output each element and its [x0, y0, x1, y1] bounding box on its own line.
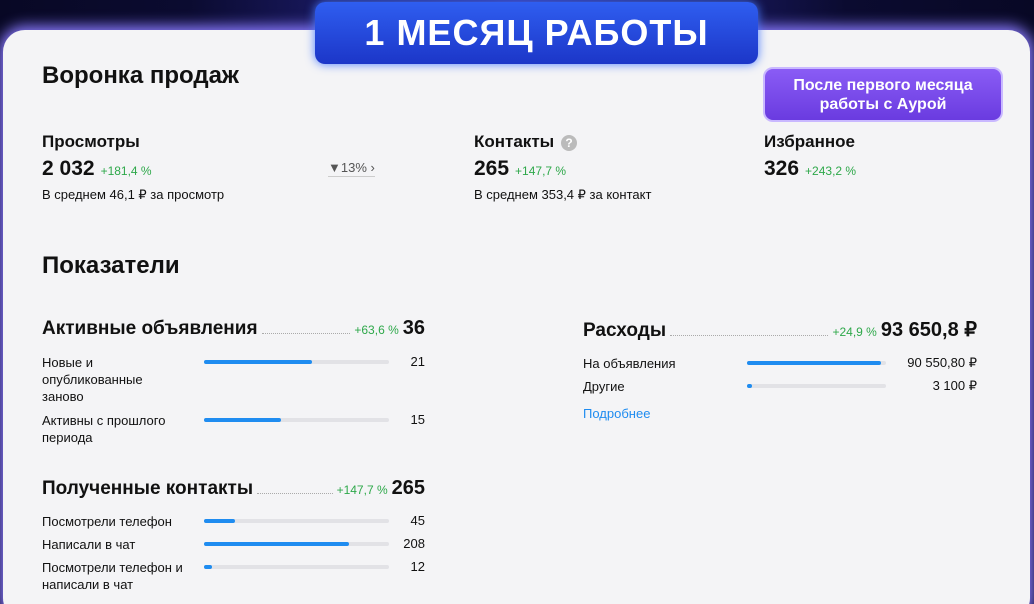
row-label: На объявления — [583, 356, 676, 371]
row-label: Новые и опубликованные заново — [42, 355, 143, 404]
leader — [257, 493, 333, 494]
conversion[interactable]: ▼13% › — [328, 160, 375, 177]
progress-track — [204, 565, 389, 569]
card — [3, 30, 1030, 604]
row-value: 90 550,80 ₽ — [907, 355, 977, 370]
group-change: +147,7 % — [336, 483, 388, 497]
group-header: Полученные контакты +147,7 % 265 — [42, 477, 425, 500]
row-value: 45 — [410, 513, 425, 528]
metric-row: 326 +243,2 % — [764, 157, 856, 181]
group-title: Активные объявления — [42, 318, 258, 339]
details-link[interactable]: Подробнее — [583, 406, 651, 421]
progress-bar — [747, 384, 752, 388]
progress-bar — [204, 565, 213, 569]
section-title: Показатели — [42, 252, 180, 279]
progress-bar — [204, 360, 312, 364]
metric-row: 265 +147,7 % — [474, 157, 566, 181]
progress-track — [204, 360, 389, 364]
metric-change: +181,4 % — [100, 164, 152, 178]
metric-row: 2 032 +181,4 % — [42, 157, 152, 181]
metric-note: В среднем 46,1 ₽ за просмотр — [42, 187, 225, 202]
group-change: +24,9 % — [832, 325, 877, 339]
metric-label: Контакты — [474, 132, 555, 151]
group-title: Расходы — [583, 320, 667, 341]
banner: 1 МЕСЯЦ РАБОТЫ — [315, 2, 758, 64]
help-icon: ? — [561, 135, 577, 151]
progress-track — [204, 418, 389, 422]
group-title: Полученные контакты — [42, 478, 254, 499]
row-label: Другие — [583, 379, 625, 394]
button-line: После первого месяца — [793, 76, 973, 94]
row-value: 12 — [410, 559, 425, 574]
row-value: 208 — [403, 536, 425, 551]
progress-bar — [747, 361, 882, 365]
leader — [670, 335, 829, 336]
progress-track — [747, 361, 886, 365]
group-total: 36 — [402, 317, 425, 339]
group-change: +63,6 % — [354, 323, 399, 337]
progress-track — [204, 542, 389, 546]
row-value: 3 100 ₽ — [932, 378, 977, 393]
group-header: Активные объявления +63,6 % 36 — [42, 317, 425, 340]
progress-bar — [204, 418, 282, 422]
group-total: 93 650,8 ₽ — [880, 319, 977, 341]
row-label: Посмотрели телефон — [42, 514, 172, 529]
group-total: 265 — [391, 477, 425, 499]
progress-track — [747, 384, 886, 388]
leader — [261, 333, 351, 334]
group-header: Расходы +24,9 % 93 650,8 ₽ — [583, 317, 977, 342]
conversion-value: 13% — [340, 160, 367, 175]
metric-value: 2 032 — [42, 157, 95, 180]
metric-note: В среднем 353,4 ₽ за контакт — [474, 187, 652, 202]
row-label: Написали в чат — [42, 537, 136, 552]
row-label: Активны с прошлого периода — [42, 413, 166, 445]
progress-bar — [204, 519, 236, 523]
metric-label: Просмотры — [42, 132, 140, 151]
metric-change: +243,2 % — [805, 164, 857, 178]
metric-change: +147,7 % — [515, 164, 567, 178]
row-value: 15 — [410, 412, 425, 427]
section-title: Воронка продаж — [42, 62, 239, 89]
progress-bar — [204, 542, 350, 546]
metric-label: Избранное — [764, 132, 855, 151]
row-value: 21 — [410, 354, 425, 369]
progress-track — [204, 519, 389, 523]
button[interactable]: После первого месяца работы с Аурой — [763, 67, 1003, 122]
metric-value: 265 — [474, 157, 510, 180]
metric-value: 326 — [764, 157, 800, 180]
row-label: Посмотрели телефон и написали в чат — [42, 560, 183, 592]
button-line: работы с Аурой — [819, 95, 947, 113]
